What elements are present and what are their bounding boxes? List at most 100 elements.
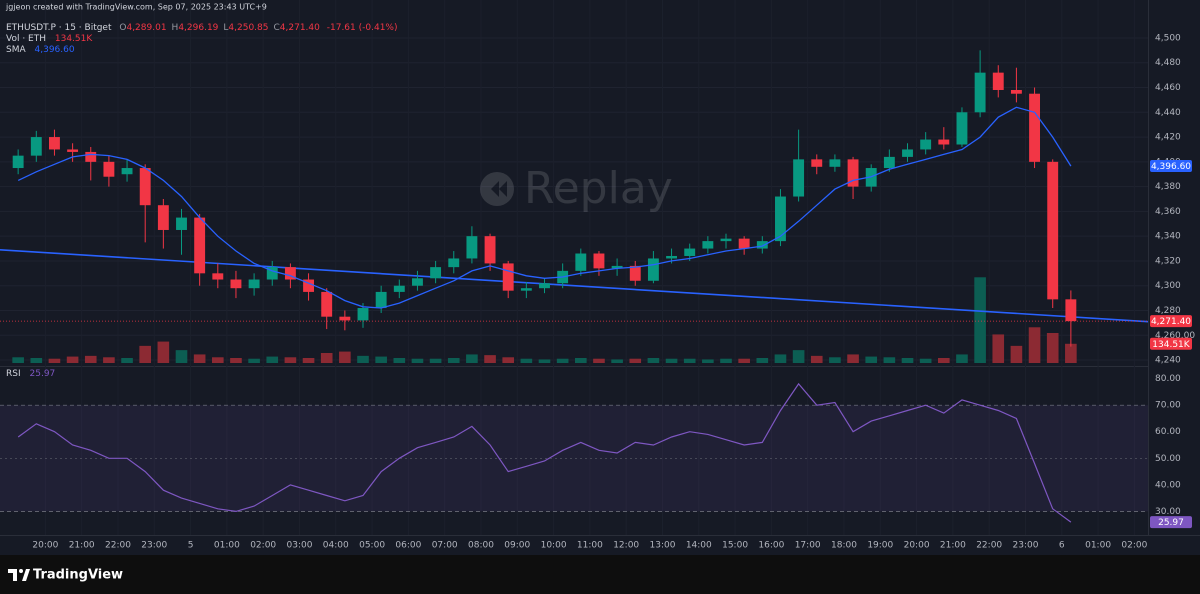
- candle-body: [593, 253, 605, 269]
- volume-bar: [847, 354, 859, 363]
- volume-bar: [702, 359, 714, 363]
- x-tick-label: 21:00: [940, 541, 966, 551]
- volume-bar: [266, 356, 279, 363]
- sma-title: SMA: [6, 45, 26, 55]
- volume-bar: [956, 354, 968, 363]
- volume-bar: [339, 351, 351, 363]
- candle-body: [484, 236, 496, 264]
- ohlc-key: C: [274, 23, 280, 33]
- candle-body: [629, 265, 641, 281]
- y-tick-label: 4,420: [1155, 133, 1181, 143]
- volume-bar: [611, 359, 623, 363]
- candle-body: [230, 279, 242, 289]
- x-tick-label: 05:00: [359, 541, 385, 551]
- candle-body: [956, 112, 968, 145]
- symbol: ETHUSDT.P · 15 · Bitget: [6, 23, 112, 33]
- candle-body: [720, 238, 732, 242]
- footer-bar: [0, 555, 1200, 594]
- volume-bar: [1028, 327, 1041, 363]
- candle-body: [756, 241, 768, 249]
- y-tick-label: 4,300: [1155, 281, 1181, 291]
- volume-bar: [12, 357, 24, 363]
- y-tick-label: 60.00: [1155, 427, 1181, 437]
- volume-title: Vol · ETH: [6, 34, 46, 44]
- x-tick-label: 10:00: [541, 541, 567, 551]
- x-tick-label: 03:00: [287, 541, 313, 551]
- volume-bar: [230, 358, 242, 363]
- x-tick-label: 21:00: [69, 541, 95, 551]
- watermark-icon: [480, 172, 514, 206]
- volume-bar: [974, 277, 986, 363]
- y-tick-label: 30.00: [1155, 507, 1181, 517]
- rsi-price-label: 25.97: [1158, 518, 1184, 528]
- x-tick-label: 16:00: [758, 541, 784, 551]
- candle-body: [811, 159, 823, 167]
- candle-body: [793, 159, 805, 197]
- volume-bar: [720, 358, 732, 363]
- candle-body: [103, 161, 115, 177]
- y-tick-label: 80.00: [1155, 374, 1181, 384]
- candle-body: [248, 279, 260, 289]
- volume-bar: [484, 355, 496, 363]
- volume-bar: [502, 357, 515, 363]
- change: -17.61 (-0.41%): [327, 23, 398, 33]
- volume-bar: [647, 358, 660, 363]
- ohlc-key: L: [223, 23, 228, 33]
- candle-body: [466, 236, 478, 259]
- volume-bar: [665, 358, 678, 363]
- volume-bar: [738, 358, 750, 363]
- volume-bar: [792, 350, 805, 363]
- x-tick-label: 14:00: [686, 541, 712, 551]
- x-tick-label: 08:00: [468, 541, 494, 551]
- candle-body: [938, 139, 950, 145]
- rsi-title: RSI: [6, 369, 21, 379]
- credit: jgjeon created with TradingView.com, Sep…: [5, 3, 267, 12]
- ohlc-value: 4,250.85: [228, 23, 268, 33]
- volume-bar: [593, 358, 605, 363]
- volume-bar: [1046, 333, 1059, 363]
- volume-bar: [302, 358, 315, 363]
- candle-body: [121, 168, 133, 175]
- volume-bar: [556, 358, 569, 363]
- candle-body: [375, 291, 387, 309]
- volume-bar: [103, 357, 115, 363]
- x-tick-label: 23:00: [141, 541, 167, 551]
- candle-body: [194, 217, 206, 274]
- sma-price-label-box: [1150, 160, 1192, 173]
- last-price-label: 4,271.40: [1151, 317, 1191, 327]
- y-tick-label: 4,340: [1155, 232, 1181, 242]
- logo-dot: [19, 569, 23, 573]
- candle-body: [139, 168, 151, 206]
- rsi-value: 25.97: [30, 369, 56, 379]
- candle-body: [992, 72, 1004, 90]
- ohlc-key: H: [172, 23, 179, 33]
- volume-bar: [901, 358, 914, 363]
- volume-bar: [447, 358, 460, 363]
- volume-bar: [629, 358, 642, 363]
- y-tick-label: 4,320: [1155, 256, 1181, 266]
- y-tick-label: 4,240: [1155, 356, 1181, 366]
- volume-bar: [883, 357, 896, 363]
- volume-bar: [1065, 343, 1077, 363]
- volume-bar: [393, 358, 406, 363]
- candle-body: [611, 265, 623, 269]
- footer-logo: TradingView: [8, 568, 123, 583]
- rsi-price-label-box: [1150, 516, 1192, 529]
- logo-mark: [8, 569, 17, 581]
- volume-bar: [520, 358, 533, 363]
- sma-line: [17, 106, 1072, 309]
- x-tick-label: 23:00: [1013, 541, 1039, 551]
- x-tick-label: 22:00: [105, 541, 131, 551]
- ohlc-key: O: [119, 23, 126, 33]
- volume-bar: [992, 334, 1005, 363]
- label-layer: 4,5004,4804,4604,4404,4204,4004,3804,360…: [0, 33, 1195, 551]
- candle-body: [539, 283, 550, 289]
- volume-bar: [829, 357, 841, 363]
- x-tick-label: 01:00: [1085, 541, 1111, 551]
- candle-body: [883, 156, 895, 169]
- logo-mark: [22, 569, 30, 581]
- volume-bar: [774, 354, 787, 363]
- x-tick-label: 17:00: [795, 541, 821, 551]
- grid-layer: [0, 37, 1148, 512]
- last-price-label-box: [1150, 315, 1192, 328]
